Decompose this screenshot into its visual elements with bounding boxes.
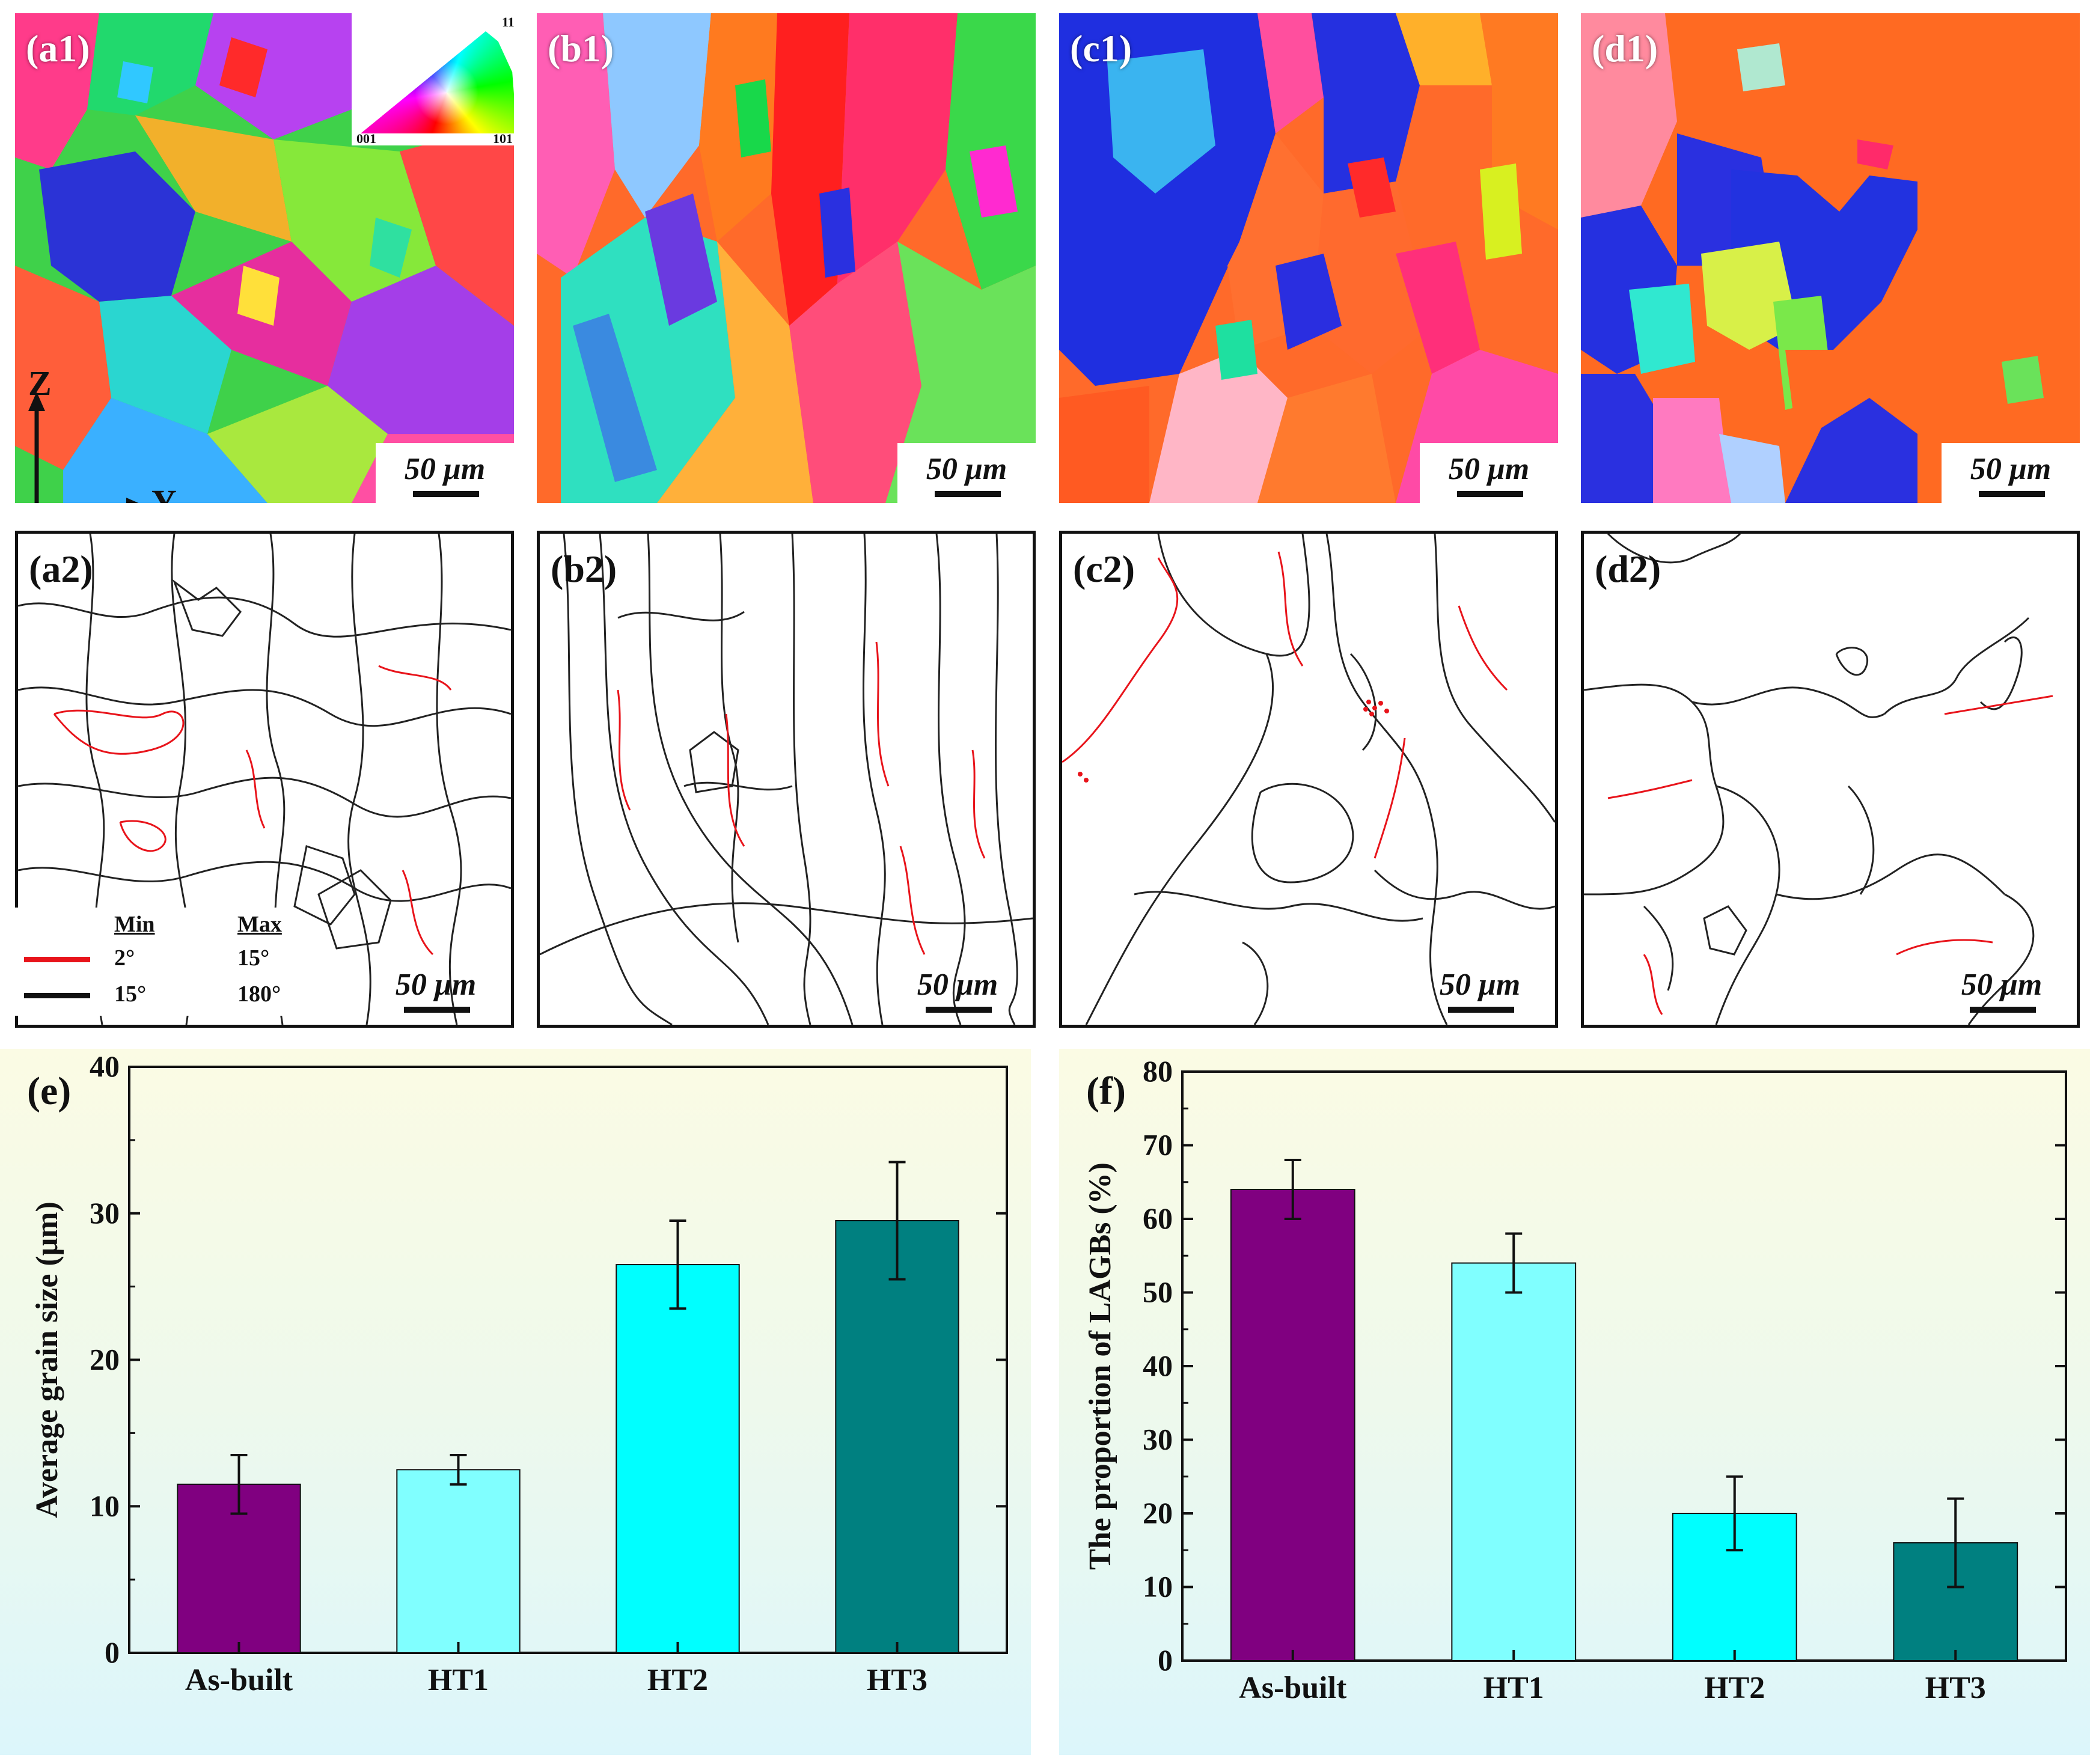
scale-bar-text: 50 μm	[926, 452, 1007, 486]
y-tick-label: 0	[105, 1635, 120, 1669]
legend-row1-max: 15°	[237, 945, 270, 971]
scale-bar: 50 μm	[1942, 443, 2080, 503]
grain-boundary-lines	[1584, 534, 2053, 1025]
y-tick-label: 60	[1143, 1201, 1173, 1235]
panel-label: (e)	[27, 1069, 71, 1113]
legend-row1-min: 2°	[114, 945, 135, 971]
scale-bar-line	[1979, 491, 2045, 497]
red-dot-cluster	[1078, 700, 1389, 783]
y-tick-label: 10	[1143, 1570, 1173, 1604]
x-tick-label: HT1	[1483, 1671, 1544, 1705]
y-tick-label: 0	[1158, 1643, 1173, 1677]
x-tick-label: As-built	[185, 1663, 293, 1697]
panel-label: (c1)	[1070, 27, 1132, 70]
panel-label: (a1)	[26, 27, 90, 70]
scale-bar-line	[926, 1007, 992, 1013]
grain-boundary-lines	[1062, 534, 1555, 1025]
scale-bar-text: 50 μm	[1448, 452, 1530, 486]
x-tick-label: HT1	[428, 1663, 489, 1697]
y-tick-label: 50	[1143, 1275, 1173, 1309]
ipf-label-101: 101	[493, 131, 513, 146]
ebsd-map-b1: (b1) 50 μm	[537, 13, 1036, 503]
scale-bar-line	[1970, 1007, 2036, 1013]
boundary-map-c2: (c2) 50 μm	[1059, 531, 1558, 1028]
ipf-color-legend: 111 001 101	[352, 13, 514, 146]
axes-arrows	[28, 392, 139, 503]
legend-black-line	[24, 993, 90, 998]
bar	[835, 1219, 959, 1653]
y-tick-label: 40	[90, 1049, 120, 1083]
x-tick-label: HT2	[1704, 1671, 1765, 1705]
scale-bar-line	[935, 491, 1001, 497]
ipf-label-001: 001	[356, 131, 376, 146]
scale-bar: 50 μm	[376, 443, 514, 503]
x-tick-label: HT2	[647, 1663, 708, 1697]
axis-y-label: Y	[151, 483, 177, 503]
scale-bar: 50 μm	[1933, 959, 2071, 1019]
x-tick-label: HT3	[1925, 1671, 1986, 1705]
y-tick-label: 80	[1143, 1054, 1173, 1088]
misorientation-legend: Min Max 2° 15° 15° 180°	[12, 908, 295, 1016]
y-tick-label: 10	[90, 1489, 120, 1522]
bar	[1451, 1262, 1577, 1661]
y-axis-label: Average grain size (μm)	[30, 1201, 64, 1518]
legend-row2-max: 180°	[237, 981, 281, 1007]
scale-bar-line	[413, 491, 479, 497]
y-tick-label: 30	[1143, 1423, 1173, 1456]
scale-bar: 50 μm	[367, 959, 505, 1019]
panel-label: (d1)	[1592, 27, 1658, 70]
scale-bar-text: 50 μm	[1439, 968, 1521, 1002]
legend-row2-min: 15°	[114, 981, 147, 1007]
y-tick-label: 40	[1143, 1349, 1173, 1382]
grain-boundary-lines	[540, 534, 1033, 1025]
y-axis-label: The proportion of LAGBs (%)	[1083, 1162, 1117, 1570]
scale-bar-text: 50 μm	[1970, 452, 2052, 486]
chart-lagb-proportion: 0 10 20 30 40 50 60 70 80 As-built HT1 HT2 HT3 The pr…	[1083, 1054, 2067, 1705]
y-tick-label: 70	[1143, 1128, 1173, 1162]
scale-bar-line	[404, 1007, 470, 1013]
panel-label: (b1)	[548, 27, 614, 70]
ebsd-map-d1: (d1) 50 μm	[1581, 13, 2080, 503]
ebsd-map-c1: (c1) 50 μm	[1059, 13, 1558, 503]
legend-min-header: Min	[114, 912, 155, 937]
ipf-label-111: 111	[502, 14, 514, 29]
bar	[396, 1469, 521, 1653]
chart-average-grain-size: 0 10 20 30 40 As-built HT1 HT2 HT3 Average grain …	[27, 1049, 1008, 1697]
ipf-triangle	[361, 31, 514, 133]
scale-bar-text: 50 μm	[1961, 968, 2043, 1002]
panel-label: (c2)	[1073, 548, 1135, 590]
scale-bar: 50 μm	[1420, 443, 1558, 503]
scale-bar-line	[1457, 491, 1523, 497]
panel-label: (b2)	[551, 548, 617, 590]
bar	[1230, 1189, 1355, 1661]
panel-label: (d2)	[1595, 548, 1661, 590]
x-tick-label: As-built	[1239, 1671, 1347, 1705]
y-tick-label: 30	[90, 1196, 120, 1230]
panel-label: (a2)	[29, 548, 93, 590]
boundary-map-d2: (d2) 50 μm	[1581, 531, 2080, 1028]
panel-label: (f)	[1086, 1069, 1126, 1113]
scale-bar: 50 μm	[888, 959, 1027, 1019]
legend-max-header: Max	[237, 912, 282, 937]
scale-bar-line	[1448, 1007, 1514, 1013]
axis-z-label: Z	[28, 364, 52, 403]
scale-bar-text: 50 μm	[404, 452, 486, 486]
sample-axes-indicator: Z Y	[28, 364, 185, 503]
scale-bar-text: 50 μm	[395, 968, 477, 1002]
ebsd-grain-texture	[537, 13, 1036, 503]
legend-red-line	[24, 957, 90, 962]
ebsd-grain-texture	[1059, 13, 1558, 503]
x-tick-label: HT3	[867, 1663, 927, 1697]
boundary-map-b2: (b2) 50 μm	[537, 531, 1036, 1028]
y-tick-label: 20	[1143, 1496, 1173, 1530]
scale-bar: 50 μm	[1411, 959, 1549, 1019]
scale-bar: 50 μm	[897, 443, 1036, 503]
ebsd-grain-texture	[1581, 13, 2080, 503]
y-tick-label: 20	[90, 1343, 120, 1376]
scale-bar-text: 50 μm	[917, 968, 998, 1002]
bar	[616, 1264, 740, 1653]
ebsd-map-a1: 111 001 101 Z Y (a1) 50 μm	[15, 13, 514, 503]
